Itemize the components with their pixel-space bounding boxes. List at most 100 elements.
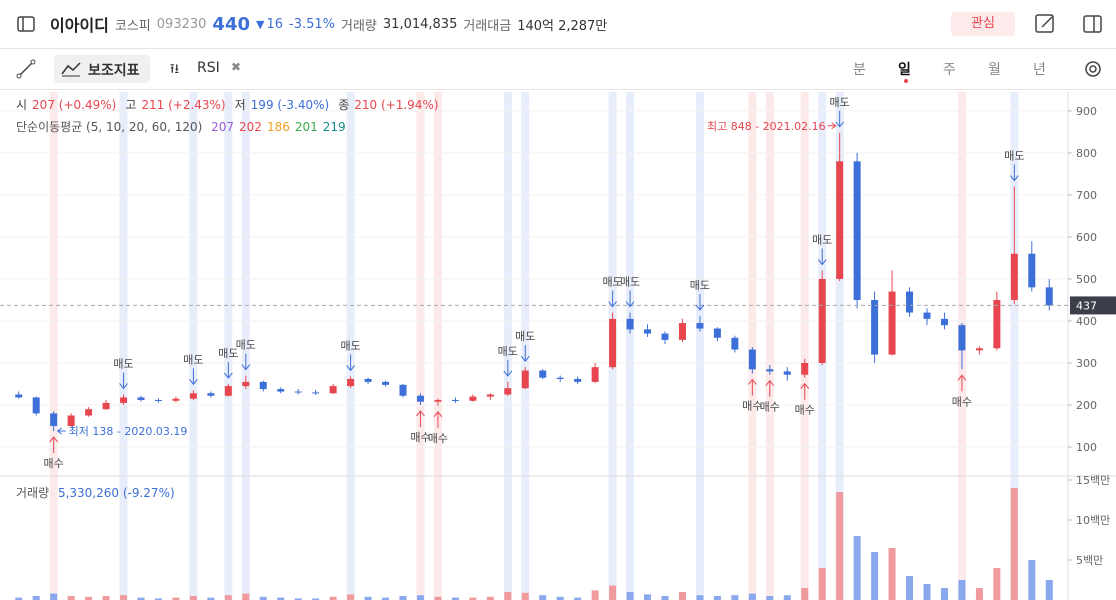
volume: 31,014,835 — [382, 16, 458, 32]
volume-bar — [50, 593, 58, 600]
ohlc-value: 210 (+1.94%) — [354, 98, 439, 112]
volume-bar — [888, 548, 896, 600]
period-tab[interactable]: 주 — [943, 62, 956, 78]
volume-label: 거래량 — [16, 486, 50, 500]
volume-bar — [347, 594, 355, 600]
indicator-button[interactable]: 보조지표 — [54, 55, 150, 83]
buy-label: 매수 — [742, 399, 762, 412]
code: 093230 — [156, 16, 207, 32]
sell-arrow-head — [835, 121, 845, 128]
volume-tick-label: 10백만 — [1076, 514, 1110, 527]
indicator-label: 보조지표 — [88, 63, 140, 79]
candle-body — [259, 381, 267, 390]
volume-bar — [399, 596, 407, 600]
amount-label: 거래대금 — [463, 18, 512, 34]
candle-body — [521, 370, 529, 389]
buy-arrow-head — [957, 374, 967, 381]
volume-bar — [120, 595, 128, 600]
candle-body — [836, 161, 844, 279]
volume-bar — [626, 592, 634, 600]
period-tab[interactable]: 년 — [1033, 62, 1046, 78]
candle-body — [32, 397, 40, 414]
draw-icon[interactable] — [16, 59, 36, 79]
volume-bar — [189, 596, 197, 600]
buy-arrow-head — [433, 411, 443, 418]
volume-bar — [609, 585, 617, 600]
period-tab[interactable]: 일 — [898, 62, 911, 78]
volume-bar — [242, 593, 250, 600]
candle-body — [696, 323, 704, 329]
volume-bar — [469, 597, 477, 600]
sell-arrow-head — [346, 365, 355, 372]
volume-summary: 5,330,260 (-9.27%) — [57, 486, 175, 500]
period-tab[interactable]: 분 — [853, 62, 866, 78]
buy-label: 매수 — [410, 431, 430, 444]
volume-bar — [1028, 560, 1036, 600]
y-tick-label: 300 — [1076, 357, 1097, 370]
signal-band — [119, 92, 128, 600]
signal-band — [503, 92, 512, 600]
sell-label: 매도 — [236, 339, 256, 352]
candle-body — [207, 393, 215, 396]
y-tick-label: 400 — [1076, 315, 1097, 328]
edit-icon[interactable] — [1034, 13, 1056, 35]
change: 16 — [266, 16, 284, 32]
volume-bar — [67, 596, 75, 600]
candle-body — [85, 409, 93, 416]
candle-body — [416, 395, 424, 402]
ohlc-value: 207 (+0.49%) — [32, 98, 117, 112]
rsi-icon: ⭱⭳ — [170, 62, 180, 77]
candle-body — [50, 413, 58, 427]
sell-arrow-head — [695, 304, 705, 311]
sell-label: 매도 — [340, 339, 360, 352]
candle-body — [486, 394, 494, 397]
volume-bar — [451, 597, 459, 600]
change-pct: -3.51% — [289, 16, 336, 32]
candle-body — [958, 325, 966, 351]
watch-button[interactable]: 관심 — [951, 12, 1015, 36]
rsi-label[interactable]: RSI — [197, 60, 220, 76]
rsi-close[interactable]: ✖ — [231, 60, 242, 74]
sell-label: 매도 — [620, 276, 640, 289]
candle-body — [801, 362, 809, 375]
ma-value: 202 — [239, 120, 262, 134]
y-tick-label: 100 — [1076, 441, 1097, 454]
volume-bar — [801, 588, 809, 600]
sidebar-icon[interactable] — [16, 14, 36, 34]
buy-label: 매수 — [44, 457, 64, 470]
volume-bar — [154, 598, 162, 600]
volume-bar — [504, 592, 512, 600]
volume-bar — [713, 596, 721, 600]
sell-label: 매도 — [1004, 150, 1024, 163]
candle-body — [713, 328, 721, 338]
toolbar: 보조지표 ⭱⭳ RSI ✖ 분 일 주 월 년 — [0, 49, 1116, 90]
candle-body — [172, 398, 180, 401]
ma-value: 201 — [294, 120, 318, 134]
ma-value: 207 — [211, 120, 235, 134]
period-tab[interactable]: 월 — [988, 62, 1001, 78]
candle-body — [871, 299, 879, 355]
volume-bar — [224, 595, 232, 600]
volume-bar — [277, 597, 285, 600]
amount: 140억 2,287만 — [517, 18, 608, 34]
candle-body — [626, 318, 634, 330]
stock-name: 이아이디 — [50, 16, 109, 35]
volume-bar — [85, 596, 93, 600]
y-tick-label: 500 — [1076, 273, 1097, 286]
signal-band — [189, 92, 198, 600]
volume-bar — [32, 596, 40, 600]
panel-icon[interactable] — [1082, 13, 1104, 35]
signal-band — [416, 92, 425, 600]
y-tick-label: 600 — [1076, 231, 1097, 244]
candle-body — [556, 377, 564, 379]
signal-band — [241, 92, 250, 600]
active-dot — [904, 79, 908, 83]
volume-bar — [329, 596, 337, 600]
sell-arrow-head — [223, 372, 233, 379]
candle-body — [574, 378, 582, 382]
signal-band — [695, 92, 704, 600]
volume-bar — [644, 594, 652, 600]
settings-icon[interactable] — [1082, 58, 1104, 80]
